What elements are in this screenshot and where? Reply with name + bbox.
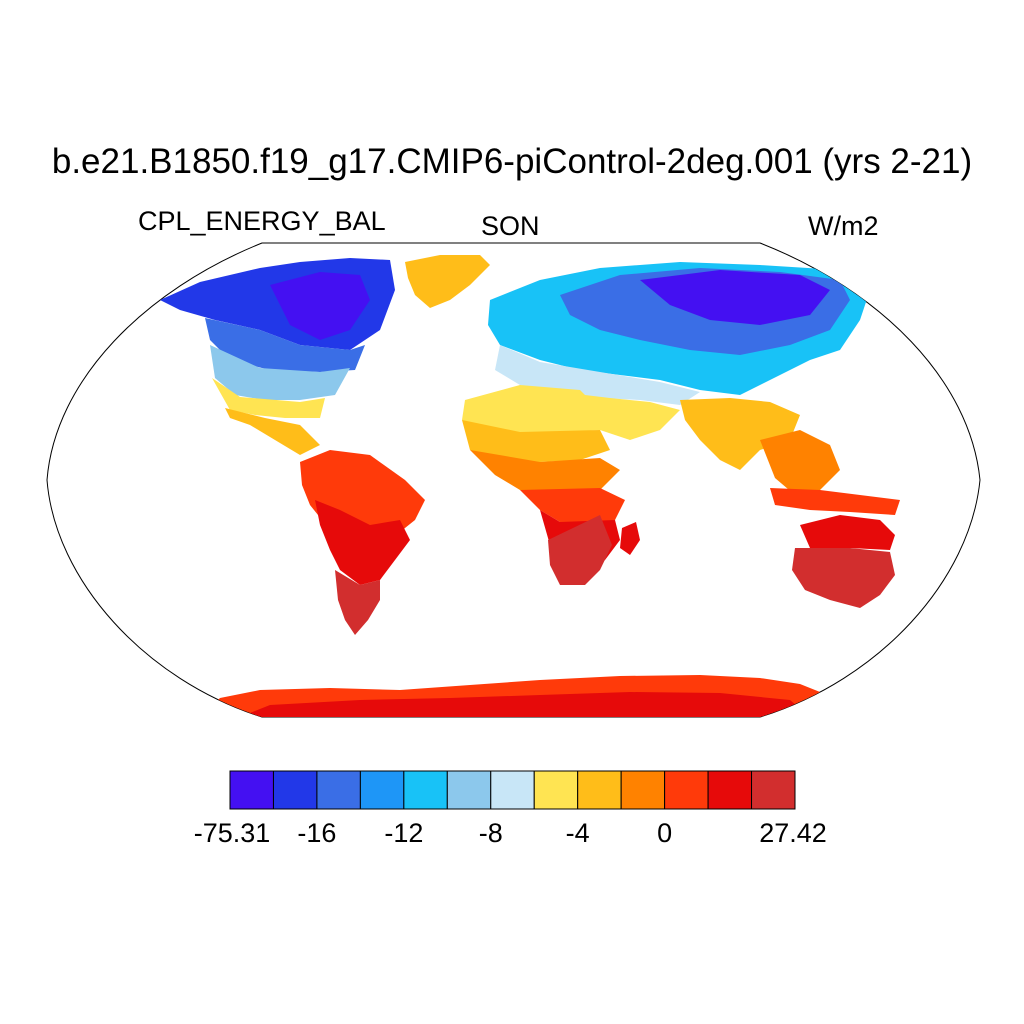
south-asia <box>680 398 800 470</box>
colorbar-swatch <box>620 770 666 810</box>
colorbar-label: -4 <box>565 818 590 848</box>
north-america-cool <box>210 345 350 400</box>
africa-sahel <box>462 420 610 462</box>
colorbar-swatch <box>446 770 492 810</box>
eurasia-mild <box>495 345 700 405</box>
colorbar-swatch <box>272 770 318 810</box>
southeast-asia <box>760 430 840 495</box>
colorbar-label: 0 <box>657 818 673 848</box>
land-field <box>160 255 900 717</box>
central-america <box>225 408 320 455</box>
colorbar-label: 27.42 <box>759 818 827 848</box>
colorbar-swatch <box>403 770 448 810</box>
north-america-south <box>212 378 325 418</box>
australia-north <box>800 515 895 550</box>
south-america-south <box>335 570 380 635</box>
colorbar-label: -75.31 <box>193 818 271 848</box>
colorbar-swatch <box>707 770 753 810</box>
colorbar-label: -16 <box>297 818 337 848</box>
greenland <box>405 255 490 308</box>
colorbar <box>229 770 796 810</box>
colorbar-label: -8 <box>478 818 503 848</box>
colorbar-swatch <box>751 770 796 810</box>
colorbar-swatch <box>229 770 274 810</box>
south-america-core <box>315 500 410 585</box>
colorbar-swatch <box>577 770 622 810</box>
colorbar-swatch <box>359 770 405 810</box>
africa-north <box>462 385 600 435</box>
units-label: W/m2 <box>808 211 879 241</box>
madagascar <box>620 522 640 555</box>
colorbar-swatch <box>316 770 361 810</box>
colorbar-swatch <box>664 770 709 810</box>
north-america-cold-core <box>270 272 370 340</box>
colorbar-swatch <box>533 770 579 810</box>
season-label: SON <box>481 211 540 241</box>
colorbar-label: -12 <box>384 818 424 848</box>
indonesia <box>770 488 900 515</box>
variable-label: CPL_ENERGY_BAL <box>138 206 386 236</box>
africa-south <box>548 515 612 585</box>
eurasia-coldest <box>640 270 830 325</box>
antarctica-core <box>240 692 810 717</box>
africa-central <box>470 450 620 495</box>
plot-title: b.e21.B1850.f19_g17.CMIP6-piControl-2deg… <box>51 142 973 181</box>
colorbar-swatch <box>490 770 535 810</box>
north-america-mid <box>205 318 365 372</box>
australia <box>792 548 895 608</box>
